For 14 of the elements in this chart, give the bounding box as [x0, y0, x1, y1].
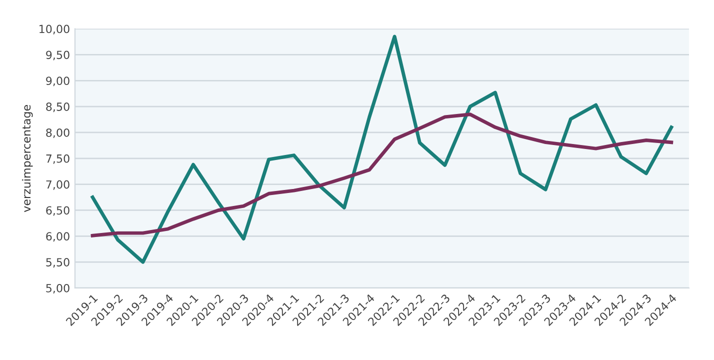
y-tick-label: 8,00: [46, 128, 70, 138]
y-tick-label: 7,50: [46, 154, 70, 164]
y-tick-label: 9,00: [46, 76, 70, 86]
y-tick-label: 8,50: [46, 102, 70, 112]
y-tick-label: 6,00: [46, 232, 70, 242]
line-series: [90, 112, 674, 238]
y-tick-label: 5,50: [46, 258, 70, 268]
y-tick-label: 7,00: [46, 180, 70, 190]
y-tick-label: 6,50: [46, 206, 70, 216]
y-tick-label: 9,50: [46, 50, 70, 60]
y-axis-title: verzuimpercentage: [22, 104, 33, 212]
y-tick-label: 5,00: [46, 284, 70, 294]
line-series: [90, 34, 674, 264]
y-tick-label: 10,00: [40, 24, 70, 34]
